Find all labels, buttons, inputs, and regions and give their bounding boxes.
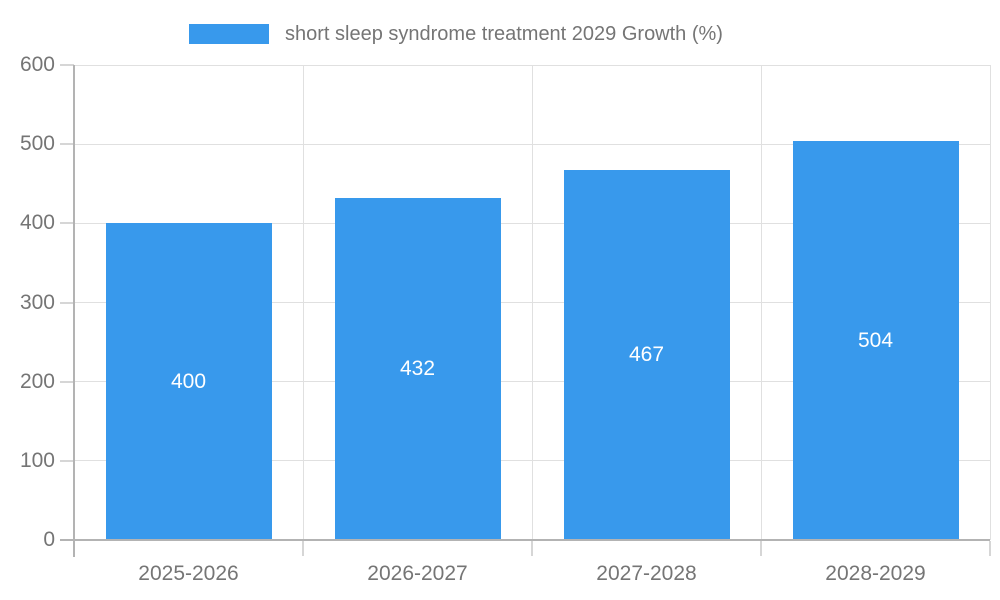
y-axis-tick [60, 222, 74, 225]
y-axis-label: 500 [19, 132, 55, 156]
y-axis-label: 0 [43, 528, 55, 551]
x-axis-tick [989, 541, 991, 556]
y-axis-tick [60, 301, 74, 304]
y-axis-label: 600 [19, 53, 55, 76]
gridline-vertical [989, 65, 991, 540]
x-axis-label: 2026-2027 [367, 562, 468, 585]
y-axis-label: 200 [19, 369, 55, 393]
y-axis-tick [60, 64, 74, 66]
chart-legend: short sleep syndrome treatment 2029 Grow… [189, 22, 723, 46]
bar[interactable] [334, 198, 501, 540]
bar[interactable] [792, 141, 959, 540]
x-axis-tick [531, 541, 533, 556]
bar-value-label: 400 [170, 369, 207, 393]
x-axis-label: 2027-2028 [596, 562, 697, 585]
y-axis-tick [60, 143, 74, 146]
y-axis-tick [60, 380, 74, 383]
bar[interactable] [105, 223, 272, 540]
x-axis-tick [302, 541, 304, 556]
y-axis-line [73, 65, 75, 557]
bar-value-label: 467 [628, 343, 665, 367]
y-axis-label: 300 [19, 290, 55, 314]
bar-value-label: 504 [857, 328, 894, 352]
y-axis-label: 400 [19, 211, 55, 235]
legend-swatch-icon [189, 24, 269, 44]
y-axis-label: 100 [19, 448, 55, 472]
x-axis-label: 2025-2026 [138, 562, 239, 585]
gridline-vertical [302, 65, 304, 540]
x-axis-label: 2028-2029 [825, 562, 926, 585]
gridline-vertical [760, 65, 762, 540]
x-axis-tick [760, 541, 762, 556]
bar[interactable] [563, 170, 730, 540]
bar-value-label: 432 [399, 357, 436, 380]
y-axis-tick [60, 459, 74, 462]
x-axis-line [60, 539, 990, 541]
gridline-vertical [531, 65, 533, 540]
legend-series-label: short sleep syndrome treatment 2029 Grow… [285, 22, 723, 45]
